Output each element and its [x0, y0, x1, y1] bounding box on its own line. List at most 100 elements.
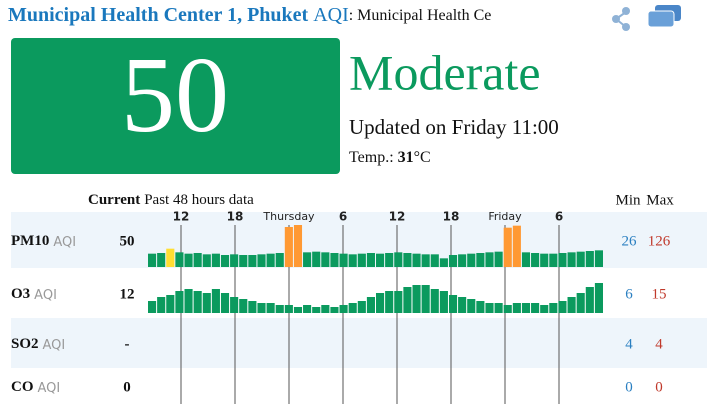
bar [476, 301, 485, 313]
bar [576, 251, 585, 267]
bar [485, 252, 494, 267]
bar [385, 253, 394, 267]
min-value: 0 [625, 379, 633, 395]
current-value: 50 [120, 233, 135, 249]
time-label: 12 [173, 210, 190, 224]
bar [521, 303, 531, 313]
pollutant-name: CO [11, 379, 34, 395]
min-value: 6 [625, 286, 633, 302]
chat-icon[interactable] [647, 5, 681, 28]
pollutant: PM10 AQI [11, 233, 76, 249]
aqi-status: Moderate [349, 44, 541, 100]
pollutant-unit: AQI [53, 235, 76, 250]
bar [211, 253, 220, 267]
aqi-label: AQI [313, 4, 349, 26]
temp-unit: °C [414, 149, 431, 166]
bar [239, 255, 248, 267]
bar [585, 251, 594, 267]
station-title: Municipal Health Center 1, Phuket [8, 4, 309, 26]
max-value: 4 [655, 336, 663, 352]
bar [148, 253, 157, 267]
bar [284, 227, 293, 267]
bar [266, 303, 275, 313]
bar [321, 252, 330, 267]
bar [148, 301, 157, 313]
bar [549, 303, 558, 313]
bar [303, 252, 312, 267]
bar [503, 305, 512, 313]
bar [430, 254, 439, 267]
bar [385, 291, 394, 313]
bar [558, 253, 567, 267]
bar [448, 255, 458, 267]
bar [458, 297, 467, 313]
time-label: 6 [555, 210, 563, 224]
bar [184, 289, 193, 313]
bar [220, 255, 230, 267]
bar [175, 291, 184, 313]
bar [193, 291, 202, 313]
bar [467, 299, 476, 313]
row-background [11, 318, 707, 368]
bar [211, 289, 220, 313]
current-value: 12 [120, 286, 135, 302]
time-label: 6 [339, 210, 347, 224]
bar [175, 252, 184, 267]
bar [293, 307, 303, 313]
bar [540, 305, 549, 313]
bar [275, 253, 284, 267]
bar [439, 258, 448, 267]
pollutant-unit: AQI [34, 288, 57, 303]
bar [248, 301, 257, 313]
bar [239, 299, 248, 313]
table-header: Current Past 48 hours data [88, 192, 254, 208]
bar [193, 253, 202, 267]
bar [540, 253, 549, 267]
temp-value: 31 [398, 149, 414, 166]
bar [357, 301, 366, 313]
bar [421, 285, 430, 313]
bar [421, 254, 430, 267]
bar [293, 225, 303, 267]
bar [330, 253, 339, 267]
bar [567, 252, 576, 267]
pollutant-name: O3 [11, 286, 30, 302]
bar [512, 225, 521, 267]
bar [366, 297, 375, 313]
bar [230, 254, 239, 267]
past-label: Past 48 hours data [144, 192, 254, 208]
pollutant: CO AQI [11, 379, 60, 395]
bar [458, 254, 467, 267]
bar [312, 251, 321, 267]
bar [157, 297, 166, 313]
temperature: Temp.: 31°C [349, 149, 431, 166]
current-value: 0 [123, 379, 131, 395]
bar [257, 254, 266, 267]
share-icon[interactable] [612, 7, 630, 31]
bar [376, 293, 385, 313]
pollutant: O3 AQI [11, 286, 57, 302]
temp-label: Temp.: [349, 149, 394, 166]
aqi-value: 50 [121, 36, 229, 155]
bar [494, 303, 503, 313]
current-value: - [125, 336, 130, 352]
bar [531, 303, 540, 313]
bar [521, 252, 531, 267]
bar [439, 291, 448, 313]
bar [284, 305, 293, 313]
bar [403, 253, 412, 267]
bar [494, 251, 503, 267]
bar [594, 283, 603, 313]
time-label: 18 [443, 210, 460, 224]
bar [348, 254, 357, 267]
bar [594, 250, 603, 267]
bar [248, 255, 257, 267]
time-label: Thursday [262, 210, 315, 223]
pollutant: SO2 AQI [11, 336, 65, 352]
bar [166, 248, 175, 267]
bar [503, 227, 512, 267]
bar [275, 305, 284, 313]
time-label: 12 [389, 210, 406, 224]
